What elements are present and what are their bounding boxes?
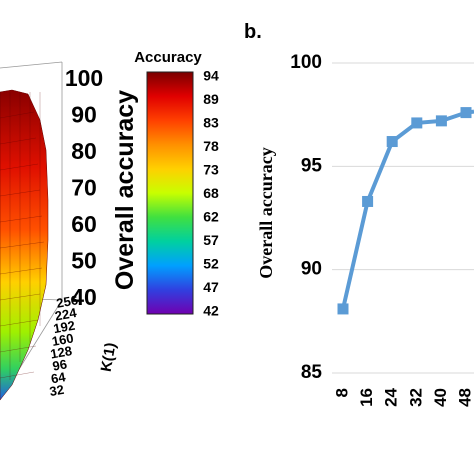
line-x-tick-labels: 8 16 24 32 40 48 bbox=[332, 387, 474, 406]
colorbar-tick-label: 62 bbox=[203, 209, 219, 225]
colorbar-tick-label: 57 bbox=[203, 232, 219, 248]
surface-grid-line bbox=[0, 267, 43, 275]
panel-label-b: b. bbox=[244, 21, 262, 43]
data-point bbox=[411, 117, 423, 129]
line-y-tick-label: 100 bbox=[290, 52, 322, 73]
line-x-tick-label: 48 bbox=[455, 388, 474, 407]
colorbar-tick-label: 42 bbox=[203, 303, 219, 319]
line-x-tick-label: 40 bbox=[431, 388, 450, 407]
z-tick-label: 60 bbox=[71, 211, 97, 237]
k-tick-label: 32 bbox=[48, 382, 65, 399]
surface-grid-lines bbox=[0, 92, 45, 380]
line-series bbox=[337, 107, 474, 315]
surface-mesh bbox=[0, 89, 49, 401]
series-line bbox=[341, 110, 467, 310]
line-gridlines bbox=[332, 62, 474, 374]
line-y-tick-label: 85 bbox=[301, 362, 323, 383]
k-tick-label: 224 bbox=[54, 305, 79, 324]
surface-grid-line bbox=[0, 371, 35, 379]
z-tick-label: 80 bbox=[71, 138, 97, 164]
colorbar-title: Accuracy bbox=[134, 49, 202, 66]
data-point bbox=[435, 115, 447, 127]
colorbar-tick-label: 83 bbox=[203, 115, 219, 131]
surface-grid-line bbox=[0, 163, 39, 171]
surface-grid-line bbox=[0, 215, 43, 223]
data-point bbox=[337, 303, 349, 315]
z-tick-labels: 100 90 80 70 60 50 40 bbox=[65, 65, 103, 310]
surface-grid-line bbox=[0, 319, 39, 327]
line-x-tick-label: 32 bbox=[406, 388, 425, 407]
data-point bbox=[362, 195, 374, 207]
z-tick-label: 90 bbox=[71, 102, 97, 128]
line-y-tick-label: 95 bbox=[301, 155, 323, 176]
k-tick-label: 192 bbox=[52, 318, 76, 337]
z-tick-label: 70 bbox=[71, 175, 97, 201]
k-tick-label: 96 bbox=[51, 356, 68, 373]
line-y-axis-label: Overall accuracy bbox=[256, 147, 276, 278]
line-panel: b. Overall accuracy 100 95 90 85 8 16 24 32 40 4… bbox=[244, 21, 474, 407]
data-point bbox=[386, 136, 398, 148]
surface-grid-line bbox=[0, 345, 37, 353]
k-axis-label: K(1) bbox=[98, 341, 120, 373]
k-tick-label: 64 bbox=[50, 369, 68, 386]
colorbar-tick-label: 94 bbox=[203, 68, 219, 84]
line-y-tick-labels: 100 95 90 85 bbox=[290, 52, 322, 383]
z-tick-label: 100 bbox=[65, 65, 103, 91]
data-point bbox=[460, 107, 472, 119]
colorbar-tick-label: 52 bbox=[203, 256, 219, 272]
colorbar-tick-label: 78 bbox=[203, 138, 219, 154]
z-tick-label: 50 bbox=[71, 248, 97, 274]
line-x-tick-label: 8 bbox=[332, 388, 351, 397]
surface-grid-line bbox=[0, 241, 45, 249]
line-y-tick-label: 90 bbox=[301, 259, 322, 280]
k-tick-label: 128 bbox=[49, 343, 73, 362]
surface-box-lines bbox=[0, 61, 63, 401]
k-tick-label: 256 bbox=[55, 292, 79, 311]
colorbar-tick-labels: 94 89 83 78 73 68 62 57 52 47 42 bbox=[203, 68, 219, 319]
line-x-tick-label: 16 bbox=[357, 388, 376, 407]
z-tick-label: 40 bbox=[71, 284, 97, 310]
colorbar-tick-label: 47 bbox=[203, 279, 219, 295]
colorbar bbox=[146, 71, 194, 315]
k-tick-label: 160 bbox=[51, 330, 75, 349]
z-axis-label: Overall accuracy bbox=[111, 90, 139, 290]
colorbar-tick-label: 89 bbox=[203, 91, 219, 107]
colorbar-tick-label: 68 bbox=[203, 185, 219, 201]
surface-grid-line bbox=[0, 111, 35, 119]
colorbar-tick-label: 73 bbox=[203, 162, 219, 178]
line-x-tick-label: 24 bbox=[382, 387, 401, 406]
